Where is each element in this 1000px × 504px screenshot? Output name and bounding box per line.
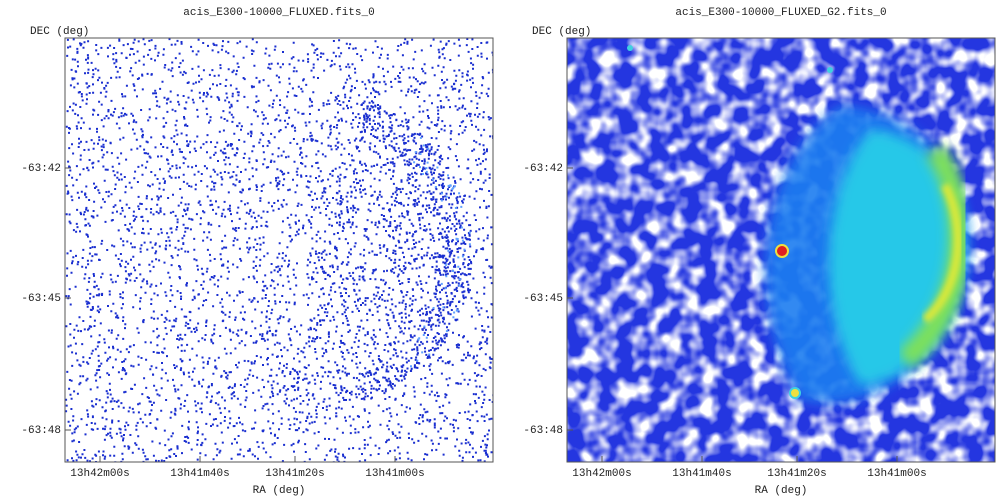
point-source	[627, 45, 633, 51]
point-source	[789, 387, 801, 399]
y-axis-label: DEC (deg)	[532, 26, 591, 38]
plot-frame	[64, 37, 494, 463]
x-tick-label: 13h41m20s	[265, 468, 324, 480]
x-tick-label: 13h42m00s	[572, 468, 631, 480]
image-background	[65, 38, 493, 462]
panel-title: acis_E300-10000_FLUXED.fits_0	[183, 7, 374, 19]
x-axis-label: RA (deg)	[253, 485, 306, 497]
y-axis-label: DEC (deg)	[30, 26, 89, 38]
x-axis-label: RA (deg)	[755, 485, 808, 497]
y-tick-label: -63:48	[523, 425, 563, 437]
smoothed-image	[567, 38, 995, 462]
x-tick-label: 13h41m00s	[867, 468, 926, 480]
y-tick-label: -63:45	[523, 293, 563, 305]
x-tick-label: 13h42m00s	[70, 468, 129, 480]
panel-title: acis_E300-10000_FLUXED_G2.fits_0	[675, 7, 886, 19]
remnant-rim-bright	[921, 182, 963, 324]
x-tick-label: 13h41m00s	[365, 468, 424, 480]
point-source	[775, 244, 789, 258]
y-tick-label: -63:45	[21, 293, 61, 305]
x-tick-label: 13h41m20s	[767, 468, 826, 480]
x-tick-label: 13h41m40s	[672, 468, 731, 480]
y-tick-label: -63:48	[21, 425, 61, 437]
y-tick-label: -63:42	[523, 163, 563, 175]
x-tick-label: 13h41m40s	[170, 468, 229, 480]
y-tick-label: -63:42	[21, 163, 61, 175]
point-source	[827, 67, 833, 73]
raw-image	[65, 38, 493, 462]
plot-frame	[566, 37, 996, 463]
